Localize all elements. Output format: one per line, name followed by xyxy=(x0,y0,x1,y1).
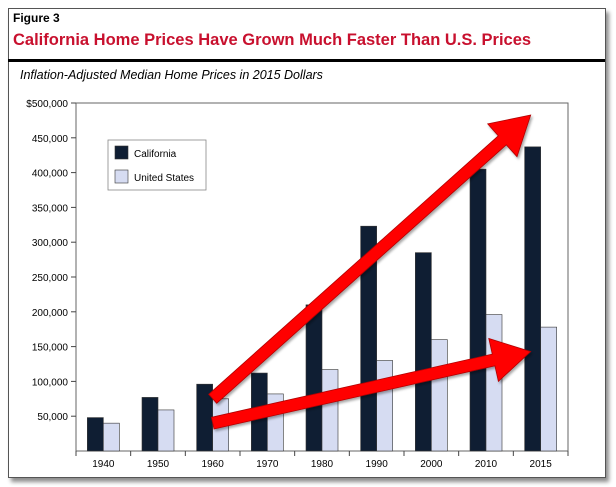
trend-arrows xyxy=(208,114,532,430)
bar-united-states-2010 xyxy=(485,314,503,452)
bar-united-states-1940 xyxy=(103,422,120,452)
bar-united-states-2015 xyxy=(540,326,557,452)
y-tick-label: 50,000 xyxy=(37,412,68,423)
legend-label-united-states: United States xyxy=(134,173,194,184)
california-trend-arrow xyxy=(208,114,532,404)
legend-swatch-california xyxy=(114,145,129,160)
bar-california-1950 xyxy=(141,397,159,452)
legend-label-california: California xyxy=(134,149,177,160)
y-tick-label: 250,000 xyxy=(32,273,69,284)
bar-united-states-1990 xyxy=(376,360,393,452)
bar-california-2000 xyxy=(415,252,432,452)
x-tick-label: 2015 xyxy=(530,459,553,470)
y-tick-label: 300,000 xyxy=(32,238,69,249)
axis-layer: 50,000 100,000 150,000 200,000 250,000 300,00… xyxy=(26,99,569,470)
title-rule xyxy=(8,59,605,62)
bar-united-states-1980 xyxy=(321,369,339,452)
bar-united-states-1950 xyxy=(157,409,175,452)
united-states-trend-arrow xyxy=(210,337,532,430)
figure-label: Figure 3 xyxy=(13,11,60,25)
bar-california-2010 xyxy=(469,168,487,452)
y-tick-label: 350,000 xyxy=(32,203,69,214)
legend: California United States xyxy=(107,139,207,191)
bar-california-2015 xyxy=(524,146,541,452)
x-tick-label: 1950 xyxy=(147,459,170,470)
chart-subtitle: Inflation-Adjusted Median Home Prices in… xyxy=(20,68,323,82)
y-tick-label: 100,000 xyxy=(32,377,69,388)
y-tick-label: 150,000 xyxy=(32,343,69,354)
x-tick-label: 2000 xyxy=(420,459,443,470)
x-tick-label: 1940 xyxy=(92,459,115,470)
bars-layer xyxy=(87,146,557,452)
x-tick-label: 1980 xyxy=(311,459,334,470)
bar-california-1980 xyxy=(305,304,323,452)
x-tick-label: 1990 xyxy=(366,459,389,470)
y-tick-label: $500,000 xyxy=(26,99,68,110)
x-tick-label: 1960 xyxy=(202,459,225,470)
y-tick-label: 400,000 xyxy=(32,169,69,180)
y-tick-label: 200,000 xyxy=(32,308,69,319)
y-tick-label: 450,000 xyxy=(32,134,69,145)
bar-united-states-2000 xyxy=(431,339,448,452)
figure-title: California Home Prices Have Grown Much F… xyxy=(13,31,532,49)
bar-california-1940 xyxy=(87,417,104,452)
legend-swatch-united-states xyxy=(114,169,129,184)
x-tick-label: 1970 xyxy=(256,459,279,470)
x-tick-label: 2010 xyxy=(475,459,498,470)
